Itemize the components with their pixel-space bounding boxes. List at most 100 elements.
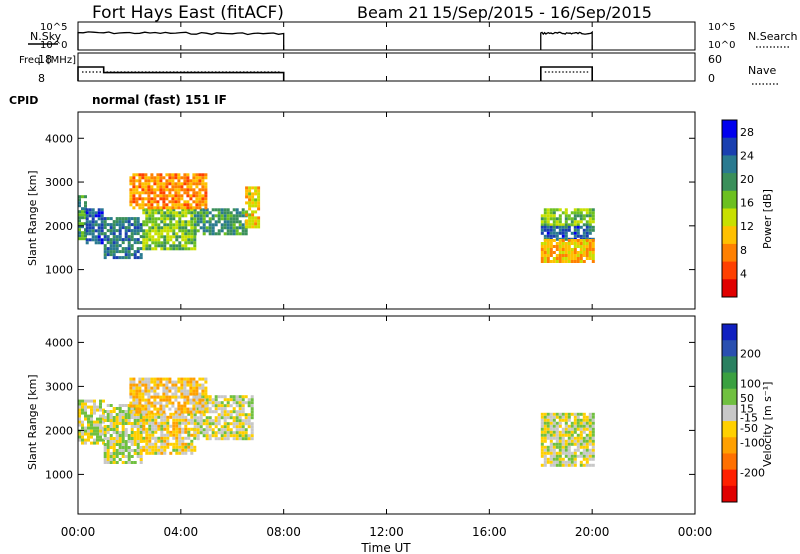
cell — [187, 427, 191, 431]
cell — [144, 401, 148, 405]
cell — [250, 401, 254, 405]
cell — [168, 407, 172, 411]
cell — [549, 460, 553, 464]
cell — [166, 235, 170, 239]
cell — [201, 386, 205, 390]
cell — [91, 214, 95, 218]
cell — [141, 197, 145, 201]
cell — [124, 232, 128, 236]
cell — [549, 433, 553, 437]
cell — [124, 455, 128, 458]
cell — [245, 225, 249, 229]
cell — [162, 197, 166, 201]
cell — [159, 380, 163, 384]
cell — [195, 197, 199, 201]
cell — [241, 434, 245, 438]
cell — [138, 410, 142, 414]
cell — [118, 220, 122, 224]
cell — [232, 223, 236, 227]
cell — [129, 383, 133, 387]
cell — [115, 428, 119, 431]
cell — [136, 446, 140, 449]
cell — [166, 217, 170, 221]
cell — [177, 389, 181, 393]
cell — [153, 401, 157, 405]
cell — [142, 418, 146, 422]
cell — [189, 407, 193, 411]
cell — [151, 415, 155, 419]
cell — [148, 445, 152, 449]
cell — [147, 407, 151, 411]
cell — [171, 206, 175, 210]
cell — [205, 428, 209, 432]
cell — [199, 428, 203, 432]
cell — [90, 432, 93, 436]
cell — [588, 424, 592, 428]
cell — [564, 445, 568, 449]
cell — [184, 232, 188, 236]
cell — [169, 211, 173, 215]
cell — [157, 232, 161, 236]
cell — [148, 421, 152, 425]
cell — [132, 182, 136, 186]
cell — [585, 454, 589, 458]
cell — [127, 407, 131, 410]
cell — [192, 386, 196, 390]
cell — [177, 200, 181, 204]
cell — [204, 392, 208, 396]
cell — [115, 449, 119, 452]
cell — [585, 415, 589, 419]
cell — [93, 411, 96, 415]
cell — [576, 448, 580, 452]
cell — [546, 217, 550, 221]
cell — [115, 238, 119, 242]
cell — [567, 245, 571, 248]
cell — [570, 211, 574, 215]
cell — [235, 217, 239, 221]
cell — [78, 432, 81, 436]
cell — [184, 445, 188, 449]
ytick-label: 2000 — [45, 220, 73, 233]
cell — [555, 424, 559, 428]
cell — [549, 260, 553, 263]
cell — [183, 386, 187, 390]
cell — [217, 437, 221, 441]
cell — [106, 247, 110, 251]
cell — [133, 422, 137, 425]
cell — [177, 197, 181, 201]
cell — [109, 410, 113, 413]
cell — [250, 413, 254, 417]
cell — [582, 223, 586, 227]
cell — [591, 463, 595, 467]
cell — [549, 254, 553, 257]
colorbar-swatch — [722, 437, 737, 454]
cell — [109, 425, 113, 428]
cell — [169, 412, 173, 416]
cell — [573, 436, 577, 440]
cell — [573, 424, 577, 428]
cell — [130, 416, 134, 419]
cell — [552, 220, 556, 224]
cell — [199, 211, 203, 215]
cell — [171, 173, 175, 177]
cell — [100, 217, 104, 221]
cell — [133, 437, 137, 440]
cell — [573, 228, 577, 232]
cell — [84, 201, 87, 205]
cell — [254, 192, 258, 196]
cell — [588, 225, 592, 229]
cell — [151, 247, 155, 251]
cell — [588, 208, 592, 212]
cell — [543, 239, 547, 242]
cell — [127, 250, 131, 254]
cell — [570, 254, 574, 257]
cell — [570, 457, 574, 461]
cell — [81, 207, 84, 211]
cell — [564, 460, 568, 464]
cell — [192, 182, 196, 186]
cell — [132, 389, 136, 393]
cell — [588, 415, 592, 419]
cell — [555, 460, 559, 464]
cell — [543, 436, 547, 440]
cell — [183, 203, 187, 207]
